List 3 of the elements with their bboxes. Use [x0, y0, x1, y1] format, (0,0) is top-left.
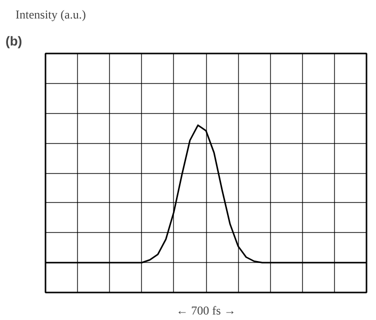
- text: ← 700 fs →: [176, 304, 236, 318]
- text: Intensity (a.u.): [16, 8, 86, 22]
- text: (b): [6, 34, 22, 48]
